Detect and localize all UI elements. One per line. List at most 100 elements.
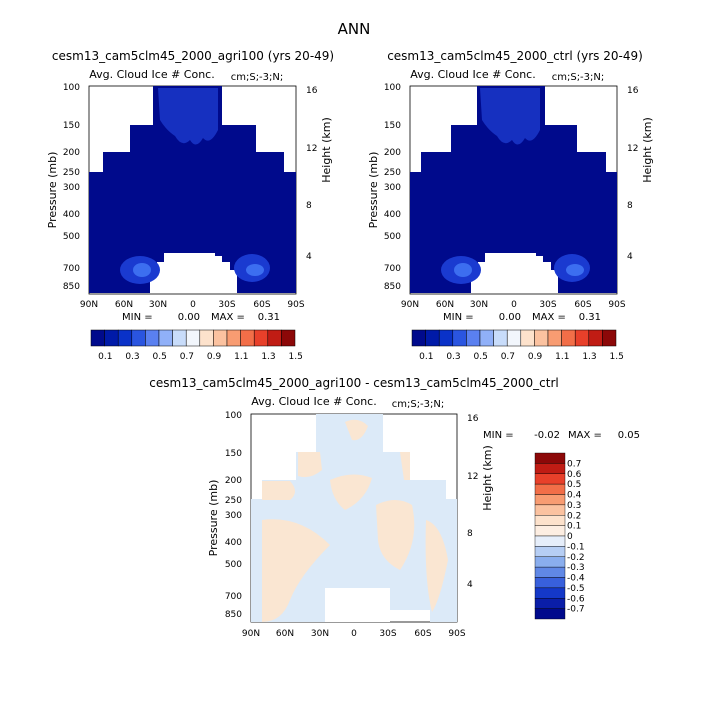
y-tick-label: 250 bbox=[63, 168, 80, 178]
units-label: cm;S;-3;N; bbox=[552, 72, 605, 83]
colorbar-label: 0.1 bbox=[98, 352, 112, 362]
panel-ctrl: cesm13_cam5clm45_2000_ctrl (yrs 20-49) A… bbox=[367, 49, 654, 362]
x-tick-label: 60N bbox=[436, 300, 454, 310]
colorbar-swatch bbox=[534, 525, 566, 537]
y-axis-right: 16 12 8 4 Height (km) bbox=[627, 86, 654, 262]
y-axis-label-right: Height (km) bbox=[320, 117, 333, 183]
y-tick-label-right: 12 bbox=[467, 472, 478, 482]
x-tick-label: 60S bbox=[253, 300, 270, 310]
y-tick-label: 500 bbox=[225, 560, 242, 570]
colorbar-label: 0.5 bbox=[567, 480, 581, 490]
colorbar-swatch bbox=[534, 483, 566, 495]
diff-positive-patch bbox=[345, 419, 368, 441]
colorbar-swatch bbox=[534, 452, 566, 464]
page-title: ANN bbox=[338, 20, 371, 38]
diff-positive-patch bbox=[330, 474, 372, 510]
colorbar-swatch bbox=[534, 535, 566, 547]
colorbar-label: 1.3 bbox=[261, 352, 275, 362]
y-tick-label-right: 8 bbox=[627, 201, 633, 211]
y-tick-label: 850 bbox=[225, 610, 242, 620]
y-tick-label: 150 bbox=[63, 121, 80, 131]
colorbar-swatch bbox=[452, 329, 467, 347]
colorbar-label: -0.2 bbox=[567, 553, 585, 563]
y-tick-label-right: 16 bbox=[467, 414, 479, 424]
colorbar-label: -0.4 bbox=[567, 574, 585, 584]
colorbar-swatch bbox=[602, 329, 617, 347]
colorbar-swatch bbox=[534, 504, 566, 516]
x-tick-label: 0 bbox=[190, 300, 196, 310]
panel-title: cesm13_cam5clm45_2000_agri100 (yrs 20-49… bbox=[52, 49, 334, 63]
colorbar-label: 0.7 bbox=[567, 459, 581, 469]
colorbar-label: -0.3 bbox=[567, 563, 585, 573]
colorbar-label: 0.3 bbox=[446, 352, 460, 362]
colorbar-swatch bbox=[534, 494, 566, 506]
colorbar-swatch bbox=[240, 329, 255, 347]
x-tick-label: 30N bbox=[470, 300, 488, 310]
colorbar-swatch bbox=[438, 329, 454, 347]
ice-field bbox=[410, 86, 617, 293]
colorbar-swatch bbox=[145, 329, 160, 347]
min-label: MIN = bbox=[122, 312, 153, 323]
colorbar-label: 0.4 bbox=[567, 491, 582, 501]
colorbar-swatch bbox=[199, 329, 214, 347]
colorbar-swatch bbox=[588, 329, 603, 347]
colorbar-swatch bbox=[253, 329, 269, 347]
colorbar-label: 0.2 bbox=[567, 511, 581, 521]
y-tick-label: 250 bbox=[384, 168, 401, 178]
diff-positive-patch bbox=[400, 452, 410, 480]
colorbar-swatch bbox=[534, 546, 566, 557]
panel-subtitle: Avg. Cloud Ice # Conc. bbox=[410, 68, 535, 81]
y-tick-label: 700 bbox=[63, 264, 80, 274]
colorbar: 0.70.60.50.40.30.20.10-0.1-0.2-0.3-0.4-0… bbox=[534, 452, 585, 620]
y-tick-label: 850 bbox=[384, 282, 401, 292]
colorbar-swatch bbox=[506, 329, 522, 347]
y-tick-label: 300 bbox=[63, 183, 80, 193]
colorbar-swatch bbox=[411, 329, 426, 347]
x-axis: 90N 60N 30N 0 30S 60S 90S bbox=[80, 300, 305, 310]
min-label: MIN = bbox=[443, 312, 474, 323]
y-tick-label-right: 4 bbox=[306, 252, 312, 262]
colorbar-label: 0.9 bbox=[207, 352, 222, 362]
units-label: cm;S;-3;N; bbox=[392, 399, 445, 410]
x-tick-label: 60S bbox=[414, 629, 431, 639]
max-value: 0.05 bbox=[618, 430, 640, 441]
y-tick-label: 100 bbox=[384, 83, 401, 93]
x-tick-label: 90N bbox=[242, 629, 260, 639]
y-tick-label: 500 bbox=[384, 232, 401, 242]
ice-upper-contour bbox=[480, 88, 540, 145]
y-tick-label: 200 bbox=[63, 148, 80, 158]
y-tick-label-right: 12 bbox=[627, 144, 638, 154]
y-tick-label: 150 bbox=[384, 121, 401, 131]
diff-positive-patch bbox=[262, 519, 330, 622]
x-tick-label: 90S bbox=[608, 300, 625, 310]
ice-field bbox=[89, 86, 296, 293]
y-axis-label: Pressure (mb) bbox=[207, 480, 220, 557]
colorbar-swatch bbox=[534, 608, 566, 620]
x-axis: 90N 60N 30N 0 30S 60S 90S bbox=[242, 629, 466, 639]
colorbar-swatch bbox=[185, 329, 201, 347]
colorbar: 0.1 0.3 0.5 0.7 0.9 1.1 1.3 1.5 bbox=[411, 329, 624, 362]
panel-agri100: cesm13_cam5clm45_2000_agri100 (yrs 20-49… bbox=[46, 49, 334, 362]
colorbar-swatch bbox=[520, 329, 535, 347]
colorbar-swatch bbox=[479, 329, 494, 347]
y-axis-right: 16 12 8 4 Height (km) bbox=[306, 86, 333, 262]
y-tick-label-right: 16 bbox=[306, 86, 318, 96]
missing-data-region bbox=[325, 588, 390, 622]
panel-title: cesm13_cam5clm45_2000_ctrl (yrs 20-49) bbox=[387, 49, 643, 63]
max-label: MAX = bbox=[211, 312, 245, 323]
colorbar-swatch bbox=[267, 329, 282, 347]
stats-line: MIN = 0.00 MAX = 0.31 bbox=[443, 312, 601, 323]
colorbar: 0.1 0.3 0.5 0.7 0.9 1.1 1.3 1.5 bbox=[90, 329, 303, 362]
y-axis-left: 100 150 200 250 300 400 500 700 850 Pres… bbox=[207, 411, 242, 620]
colorbar-swatch bbox=[534, 515, 566, 526]
y-tick-label-right: 8 bbox=[467, 529, 473, 539]
colorbar-label: 0.1 bbox=[419, 352, 433, 362]
x-tick-label: 90S bbox=[448, 629, 465, 639]
colorbar-swatch bbox=[172, 329, 187, 347]
y-tick-label: 700 bbox=[225, 592, 242, 602]
colorbar-label: 1.1 bbox=[555, 352, 569, 362]
x-tick-label: 60N bbox=[115, 300, 133, 310]
panel-subtitle: Avg. Cloud Ice # Conc. bbox=[251, 395, 376, 408]
max-value: 0.31 bbox=[579, 312, 601, 323]
